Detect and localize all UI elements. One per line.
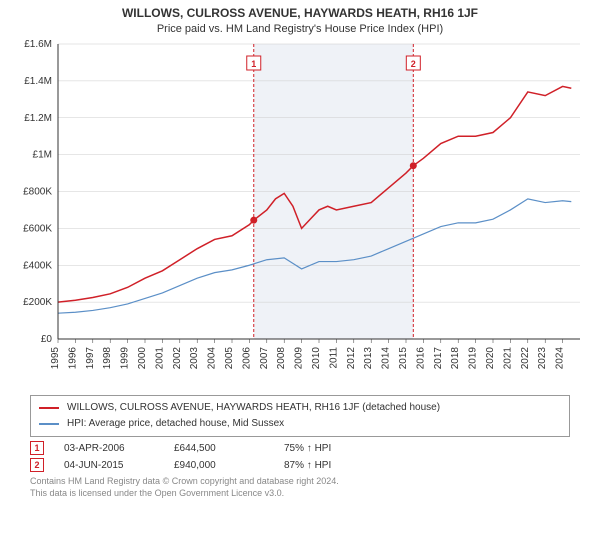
svg-text:£0: £0: [41, 334, 53, 345]
marker-number-box: 1: [30, 441, 44, 455]
marker-price: £644,500: [174, 443, 264, 454]
chart-container: WILLOWS, CULROSS AVENUE, HAYWARDS HEATH,…: [0, 0, 600, 560]
legend-label: HPI: Average price, detached house, Mid …: [67, 416, 284, 432]
chart-area: £0 £200K £400K £600K £800K £1M £1.2M £1.4M £1.6M…: [10, 39, 590, 389]
chart-subtitle: Price paid vs. HM Land Registry's House …: [0, 20, 600, 39]
svg-text:2003: 2003: [189, 347, 200, 370]
svg-text:2019: 2019: [468, 347, 479, 370]
svg-text:2023: 2023: [537, 347, 548, 370]
svg-text:2012: 2012: [346, 347, 357, 370]
svg-text:2018: 2018: [450, 347, 461, 370]
copyright-text: Contains HM Land Registry data © Crown c…: [30, 476, 570, 499]
marker-date: 04-JUN-2015: [64, 460, 154, 471]
marker-row: 2 04-JUN-2015 £940,000 87% ↑ HPI: [30, 458, 570, 472]
line-chart-svg: £0 £200K £400K £600K £800K £1M £1.2M £1.4M £1.6M…: [10, 39, 590, 389]
svg-text:£1.6M: £1.6M: [24, 39, 52, 50]
svg-text:2011: 2011: [328, 347, 339, 369]
marker-number-box: 2: [30, 458, 44, 472]
legend-item: WILLOWS, CULROSS AVENUE, HAYWARDS HEATH,…: [39, 400, 561, 416]
copyright-line: This data is licensed under the Open Gov…: [30, 488, 570, 500]
svg-text:2004: 2004: [207, 347, 218, 370]
svg-text:£600K: £600K: [23, 223, 52, 234]
svg-text:2014: 2014: [381, 347, 392, 370]
marker-date: 03-APR-2006: [64, 443, 154, 454]
svg-text:£1M: £1M: [33, 150, 52, 161]
svg-text:2007: 2007: [259, 347, 270, 370]
svg-text:2005: 2005: [224, 347, 235, 370]
svg-text:2009: 2009: [294, 347, 305, 370]
svg-text:1995: 1995: [50, 347, 61, 370]
marker-pct: 87% ↑ HPI: [284, 460, 374, 471]
legend-swatch: [39, 407, 59, 409]
legend: WILLOWS, CULROSS AVENUE, HAYWARDS HEATH,…: [30, 395, 570, 437]
svg-text:2000: 2000: [137, 347, 148, 370]
svg-text:£1.2M: £1.2M: [24, 113, 52, 124]
svg-text:2021: 2021: [502, 347, 513, 370]
svg-text:£1.4M: £1.4M: [24, 76, 52, 87]
svg-text:2017: 2017: [433, 347, 444, 370]
svg-text:2024: 2024: [555, 347, 566, 370]
svg-text:£400K: £400K: [23, 260, 52, 271]
svg-text:2013: 2013: [363, 347, 374, 370]
svg-text:2016: 2016: [415, 347, 426, 370]
marker-price: £940,000: [174, 460, 264, 471]
svg-text:£200K: £200K: [23, 297, 52, 308]
svg-text:£800K: £800K: [23, 187, 52, 198]
marker-pct: 75% ↑ HPI: [284, 443, 374, 454]
svg-text:1998: 1998: [102, 347, 113, 370]
svg-text:2022: 2022: [520, 347, 531, 370]
svg-text:2010: 2010: [311, 347, 322, 370]
svg-text:1997: 1997: [85, 347, 96, 370]
svg-text:1996: 1996: [67, 347, 78, 370]
marker-row: 1 03-APR-2006 £644,500 75% ↑ HPI: [30, 441, 570, 455]
legend-item: HPI: Average price, detached house, Mid …: [39, 416, 561, 432]
markers-table: 1 03-APR-2006 £644,500 75% ↑ HPI 2 04-JUN-201…: [0, 441, 600, 472]
svg-text:2002: 2002: [172, 347, 183, 370]
chart-title: WILLOWS, CULROSS AVENUE, HAYWARDS HEATH,…: [0, 0, 600, 20]
svg-text:2008: 2008: [276, 347, 287, 370]
copyright-line: Contains HM Land Registry data © Crown c…: [30, 476, 570, 488]
svg-text:2001: 2001: [154, 347, 165, 370]
svg-text:2: 2: [411, 59, 416, 69]
svg-text:1: 1: [251, 59, 256, 69]
svg-text:2006: 2006: [241, 347, 252, 370]
svg-text:2020: 2020: [485, 347, 496, 370]
svg-text:1999: 1999: [120, 347, 131, 370]
legend-swatch: [39, 423, 59, 425]
svg-text:2015: 2015: [398, 347, 409, 370]
legend-label: WILLOWS, CULROSS AVENUE, HAYWARDS HEATH,…: [67, 400, 440, 416]
